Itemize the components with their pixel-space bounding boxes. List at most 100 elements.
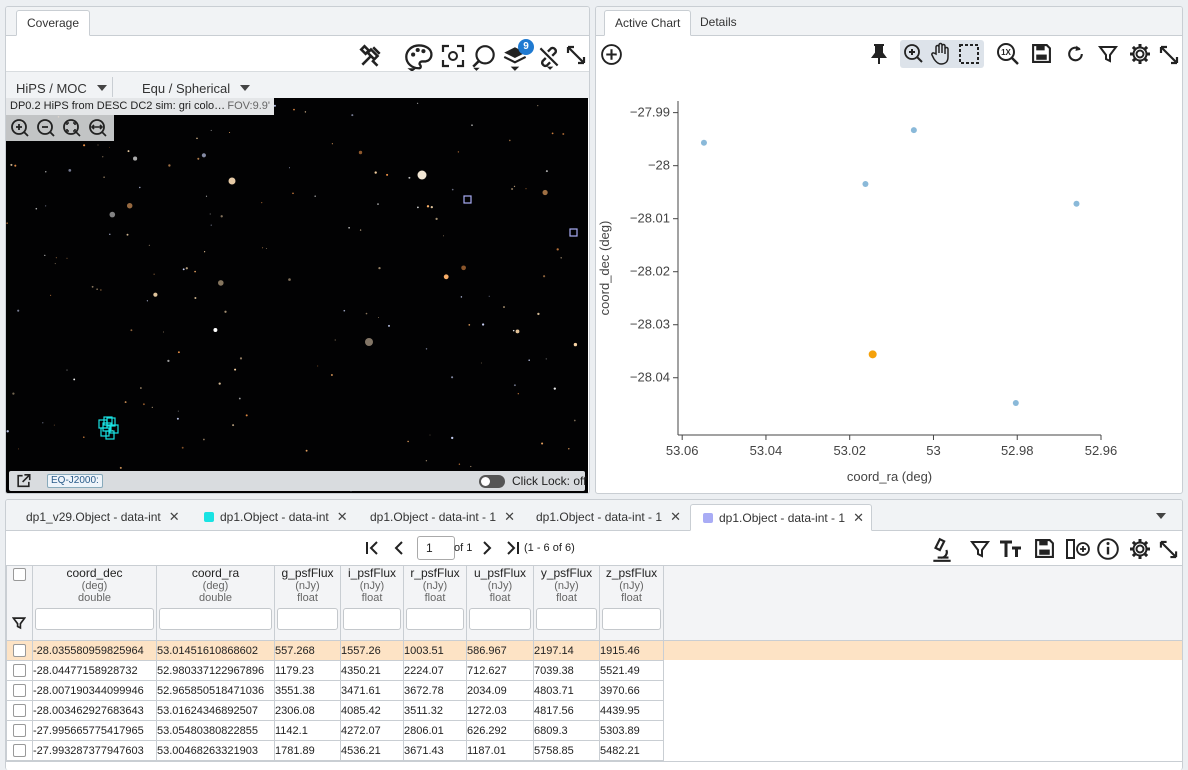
- column-header-i-psfflux[interactable]: i_psfFlux (nJy) float: [340, 565, 404, 641]
- gear-icon[interactable]: [1129, 538, 1151, 560]
- filter-icon[interactable]: [12, 616, 26, 630]
- unlink-icon[interactable]: [536, 44, 562, 72]
- add-chart-icon[interactable]: [600, 43, 623, 66]
- pan-hand-icon[interactable]: [930, 42, 952, 66]
- column-filter-input[interactable]: [343, 608, 401, 630]
- tab-active-chart[interactable]: Active Chart: [604, 10, 692, 36]
- column-header-z-psfflux[interactable]: z_psfFlux (nJy) float: [599, 565, 664, 641]
- prev-page-icon[interactable]: [393, 541, 405, 555]
- column-filter-input[interactable]: [536, 608, 597, 630]
- table-scrollbar[interactable]: [6, 761, 1182, 770]
- close-icon[interactable]: ✕: [853, 510, 864, 525]
- table-row[interactable]: -28.04477158928732 52.980337122967896 1179…: [6, 660, 664, 681]
- column-header-coord-dec[interactable]: coord_dec (deg) double: [32, 565, 157, 641]
- catalog-marker[interactable]: [463, 195, 472, 204]
- add-column-icon[interactable]: [1065, 538, 1091, 560]
- column-header-y-psfflux[interactable]: y_psfFlux (nJy) float: [533, 565, 600, 641]
- restore-icon[interactable]: [1065, 43, 1086, 65]
- row-checkbox[interactable]: [13, 744, 26, 757]
- first-page-icon[interactable]: [365, 541, 379, 555]
- search-target-icon[interactable]: [471, 44, 497, 72]
- column-header-u-psfflux[interactable]: u_psfFlux (nJy) float: [466, 565, 534, 641]
- column-filter-input[interactable]: [35, 608, 154, 630]
- zoom-in-icon[interactable]: [10, 118, 30, 138]
- save-icon[interactable]: [1034, 538, 1055, 559]
- row-checkbox[interactable]: [13, 704, 26, 717]
- color-palette-icon[interactable]: [404, 43, 436, 73]
- column-header-coord-ra[interactable]: coord_ra (deg) double: [156, 565, 275, 641]
- table-tab-3[interactable]: dp1.Object - data-int - 1 ✕: [358, 504, 524, 531]
- table-tab-1[interactable]: dp1_v29.Object - data-int ✕: [14, 504, 194, 531]
- table-tab-2[interactable]: dp1.Object - data-int ✕: [192, 504, 358, 531]
- select-box-icon[interactable]: [958, 43, 980, 65]
- data-point[interactable]: [862, 181, 869, 188]
- table-row[interactable]: -27.993287377947603 53.00468263321903 1781…: [6, 740, 664, 761]
- data-point[interactable]: [700, 139, 707, 146]
- expand-icon[interactable]: [1159, 540, 1178, 559]
- data-point[interactable]: [910, 127, 917, 134]
- zoom-mode-icon[interactable]: [903, 43, 925, 65]
- table-tab-5[interactable]: dp1.Object - data-int - 1 ✕: [690, 504, 872, 531]
- color-swatch: [204, 512, 214, 522]
- tools-icon[interactable]: [358, 43, 384, 69]
- zoom-1x-icon[interactable]: 1X: [996, 42, 1020, 66]
- row-checkbox[interactable]: [13, 644, 26, 657]
- coverage-footprint-marker[interactable]: [103, 416, 113, 426]
- coverage-footprint-marker[interactable]: [109, 424, 119, 434]
- column-header-g-psfflux[interactable]: g_psfFlux (nJy) float: [274, 565, 341, 641]
- column-filter-input[interactable]: [277, 608, 338, 630]
- gear-icon[interactable]: [1129, 43, 1151, 65]
- click-lock-toggle[interactable]: [479, 475, 505, 488]
- table-row[interactable]: -27.995665775417965 53.05480380822855 1142…: [6, 720, 664, 741]
- projection-dropdown[interactable]: Equ / Spherical: [142, 75, 251, 103]
- coord-system-badge[interactable]: EQ-J2000:: [47, 474, 103, 488]
- expand-icon[interactable]: [566, 45, 586, 65]
- row-checkbox[interactable]: [13, 684, 26, 697]
- data-point[interactable]: [1012, 400, 1019, 407]
- external-link-icon[interactable]: [15, 473, 32, 489]
- page-number-input[interactable]: 1: [417, 536, 455, 560]
- coverage-footprint-marker[interactable]: [106, 417, 116, 427]
- info-icon[interactable]: [1096, 537, 1120, 561]
- scatter-chart[interactable]: 53.06 53.04 53.02 53 52.98 52.96 −27.99 −28 −28.…: [596, 73, 1182, 493]
- next-page-icon[interactable]: [481, 541, 493, 555]
- data-point[interactable]: [1073, 200, 1080, 207]
- column-header-r-psfflux[interactable]: r_psfFlux (nJy) float: [403, 565, 467, 641]
- column-filter-input[interactable]: [159, 608, 272, 630]
- recenter-icon[interactable]: [441, 44, 465, 68]
- filter-icon[interactable]: [970, 539, 990, 559]
- text-format-icon[interactable]: [999, 539, 1023, 559]
- highlighted-data-point[interactable]: [868, 350, 877, 359]
- coverage-footprint-marker[interactable]: [100, 427, 110, 437]
- row-checkbox[interactable]: [13, 724, 26, 737]
- last-page-icon[interactable]: [506, 541, 520, 555]
- table-row[interactable]: -28.035580959825964 53.01451610868602 557.…: [6, 640, 664, 661]
- zoom-fill-icon[interactable]: [88, 118, 108, 138]
- close-icon[interactable]: ✕: [168, 509, 180, 524]
- tab-details[interactable]: Details: [700, 15, 737, 29]
- hips-moc-dropdown[interactable]: HiPS / MOC: [16, 75, 107, 103]
- table-row[interactable]: -28.007190344099946 52.965850518471036 355…: [6, 680, 664, 701]
- column-filter-input[interactable]: [602, 608, 661, 630]
- close-icon[interactable]: ✕: [670, 509, 681, 524]
- close-icon[interactable]: ✕: [504, 509, 515, 524]
- close-icon[interactable]: ✕: [336, 509, 348, 524]
- zoom-out-icon[interactable]: [36, 118, 56, 138]
- row-checkbox[interactable]: [13, 664, 26, 677]
- filter-icon[interactable]: [1098, 44, 1118, 64]
- zoom-fit-icon[interactable]: [62, 118, 82, 138]
- tabs-menu-chevron-down-icon[interactable]: [1156, 513, 1166, 519]
- expand-icon[interactable]: [1159, 45, 1179, 65]
- microscope-icon[interactable]: [929, 537, 955, 563]
- save-icon[interactable]: [1031, 43, 1052, 64]
- column-filter-input[interactable]: [406, 608, 464, 630]
- catalog-marker[interactable]: [569, 228, 578, 237]
- select-all-checkbox[interactable]: [13, 568, 26, 581]
- column-filter-input[interactable]: [469, 608, 531, 630]
- layers-icon[interactable]: [502, 43, 530, 73]
- sky-image-viewer[interactable]: DP0.2 HiPS from DESC DC2 sim: gri colo… …: [6, 98, 588, 493]
- pin-icon[interactable]: [869, 43, 889, 65]
- table-row[interactable]: -28.003462927683643 53.01624346892507 2306…: [6, 700, 664, 721]
- tab-coverage[interactable]: Coverage: [16, 10, 91, 36]
- table-tab-4[interactable]: dp1.Object - data-int - 1 ✕: [524, 504, 690, 531]
